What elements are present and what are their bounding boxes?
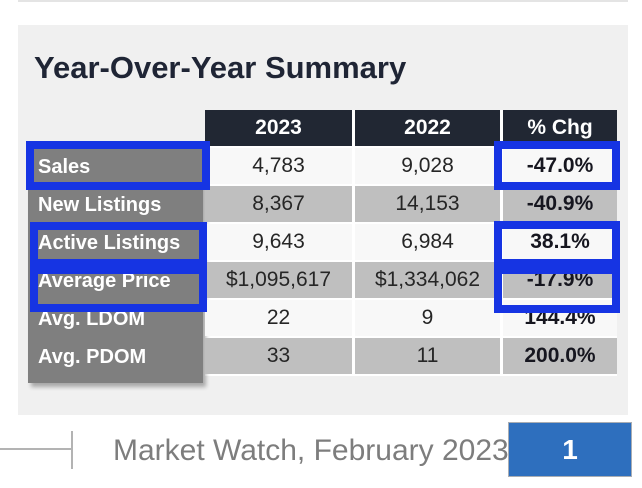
average-price-2023-value: $1,095,617 bbox=[205, 262, 352, 298]
sales-chg-value: -47.0% bbox=[503, 148, 617, 184]
avg-pdom-2022-value: 11 bbox=[355, 338, 500, 374]
highlight-box-average-price-chg bbox=[494, 266, 620, 313]
column-header-pct-chg: % Chg bbox=[503, 110, 617, 146]
row-label-sales: Sales bbox=[38, 155, 91, 178]
active-listings-2022-value: 6,984 bbox=[355, 224, 500, 260]
top-divider-line bbox=[18, 0, 628, 2]
page-title: Year-Over-Year Summary bbox=[34, 50, 407, 85]
active-listings-2023-value: 9,643 bbox=[205, 224, 352, 260]
row-label-new-listings: New Listings bbox=[38, 193, 162, 216]
new-listings-2023-value: 8,367 bbox=[205, 186, 352, 222]
page-number-badge: 1 bbox=[508, 422, 632, 477]
avg-ldom-2022-value: 9 bbox=[355, 300, 500, 336]
new-listings-chg-value: -40.9% bbox=[503, 186, 617, 222]
sales-2023-value: 4,783 bbox=[205, 148, 352, 184]
average-price-2022-value: $1,334,062 bbox=[355, 262, 500, 298]
sales-2022-value: 9,028 bbox=[355, 148, 500, 184]
column-header-2022: 2022 bbox=[355, 110, 500, 146]
highlight-box-sales-label bbox=[26, 141, 210, 190]
highlight-box-active-listings-chg bbox=[494, 221, 620, 267]
row-label-average-price: Average Price bbox=[38, 269, 171, 292]
avg-ldom-2023-value: 22 bbox=[205, 300, 352, 336]
avg-pdom-chg-value: 200.0% bbox=[503, 338, 617, 374]
footer-horizontal-line bbox=[0, 448, 72, 450]
new-listings-2022-value: 14,153 bbox=[355, 186, 500, 222]
highlight-box-active-listings-label bbox=[30, 222, 207, 267]
footer-caption: Market Watch, February 2023 bbox=[113, 434, 509, 467]
highlight-box-sales-chg bbox=[494, 141, 620, 190]
column-header-2023: 2023 bbox=[205, 110, 352, 146]
highlight-box-average-price-label bbox=[30, 266, 207, 312]
avg-pdom-2023-value: 33 bbox=[205, 338, 352, 374]
row-label-active-listings: Active Listings bbox=[38, 231, 181, 254]
active-listings-chg-value: 38.1% bbox=[503, 224, 617, 260]
row-label-avg-ldom: Avg. LDOM bbox=[38, 307, 146, 330]
row-label-avg-pdom: Avg. PDOM bbox=[38, 345, 147, 368]
footer-vertical-line bbox=[71, 431, 73, 469]
